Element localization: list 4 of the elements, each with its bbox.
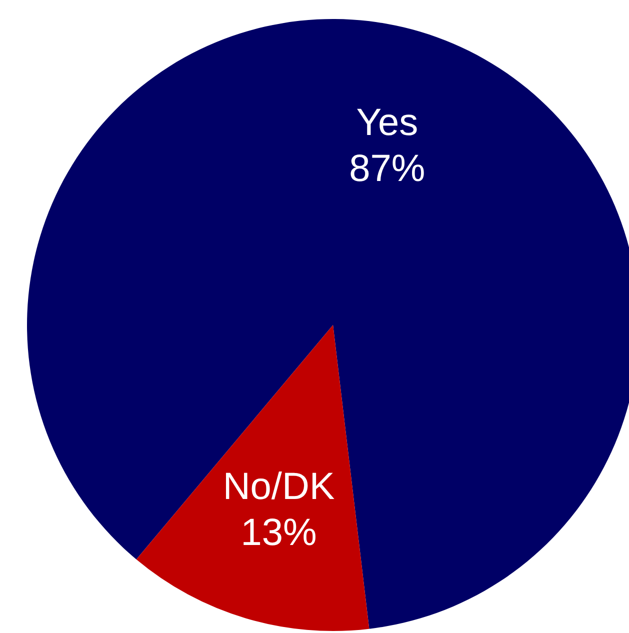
- data-label: 87%: [349, 148, 426, 190]
- data-label: 13%: [240, 512, 317, 554]
- slice-label: Yes: [356, 102, 418, 144]
- slice-label: No/DK: [222, 466, 335, 508]
